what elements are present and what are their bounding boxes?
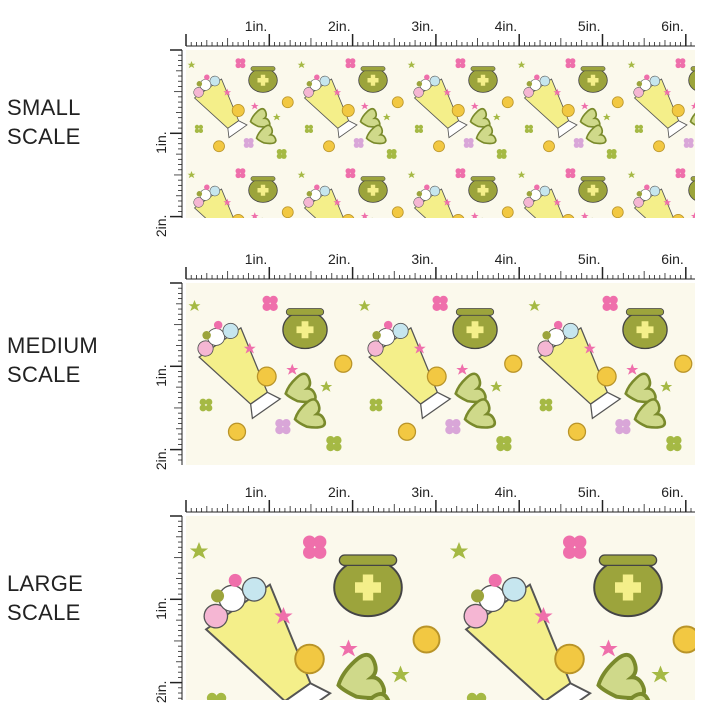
ruler-label: 5in. [578,484,601,500]
ruler-label: 3in. [411,18,434,34]
small-scale-swatch [186,50,695,218]
ruler-label: 1in. [153,597,169,620]
ruler-label: 2in. [328,484,351,500]
ruler-label: 2in. [153,681,169,704]
ruler-label: 2in. [328,251,351,267]
ruler-label: 5in. [578,18,601,34]
ruler-label: 1in. [153,131,169,154]
large-scale-swatch [186,516,695,700]
ruler-label: 2in. [153,448,169,471]
large-scale-label: LARGE SCALE [7,571,84,625]
ruler-label: 1in. [245,251,268,267]
small-scale-label: SMALL SCALE [7,95,81,149]
ruler-label: 1in. [245,484,268,500]
ruler-label: 6in. [661,18,684,34]
medium-scale-label: MEDIUM SCALE [7,333,99,387]
ruler-label: 2in. [153,215,169,238]
ruler-label: 6in. [661,484,684,500]
ruler-label: 4in. [495,484,518,500]
ruler-label: 2in. [328,18,351,34]
ruler-label: 3in. [411,251,434,267]
ruler-label: 4in. [495,251,518,267]
ruler-label: 5in. [578,251,601,267]
ruler-label: 6in. [661,251,684,267]
ruler-label: 1in. [153,364,169,387]
ruler-label: 1in. [245,18,268,34]
ruler-label: 4in. [495,18,518,34]
ruler-label: 3in. [411,484,434,500]
medium-scale-swatch [186,283,695,465]
